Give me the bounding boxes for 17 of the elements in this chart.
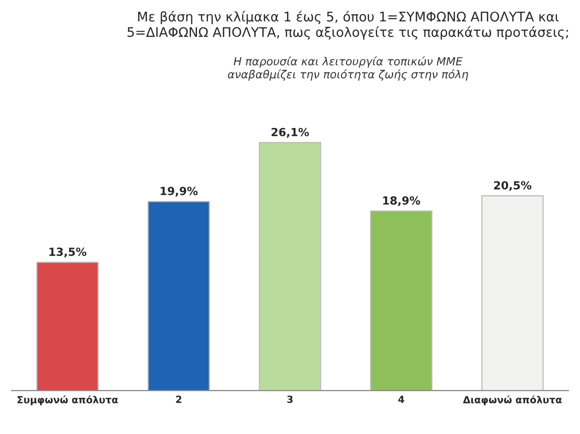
data-label: 20,5%	[494, 181, 532, 191]
bar	[258, 142, 322, 391]
data-label: 18,9%	[383, 196, 420, 206]
data-label: 13,5%	[49, 248, 86, 258]
chart-title: Με βάση την κλίμακα 1 έως 5, όπου 1=ΣΥΜΦΩΝΩ ΑΠΟΛΥΤΑ και 5=ΔΙΑΦΩΝΩ ΑΠΟΛΥΤΑ, πως αξιολογείτε τις παρακάτω προτάσεις;	[128, 10, 568, 40]
bar	[370, 210, 432, 391]
x-tick-label: 3	[287, 396, 293, 403]
bar	[481, 195, 544, 391]
bar	[148, 200, 210, 391]
bar	[36, 262, 99, 391]
data-label: 26,1%	[272, 128, 309, 138]
x-tick-label: Διαφωνώ απόλυτα	[462, 395, 562, 406]
chart-subtitle: Η παρουσία και λειτουργία τοπικών ΜΜΕ αναβαθμίζει την ποιότητα ζωής στην πόλη	[228, 56, 468, 81]
x-tick-label: 2	[176, 396, 182, 403]
x-tick-label: 4	[398, 396, 404, 403]
data-label: 19,9%	[160, 186, 198, 197]
x-tick-label: Συμφωνώ απόλυτα	[18, 395, 118, 406]
